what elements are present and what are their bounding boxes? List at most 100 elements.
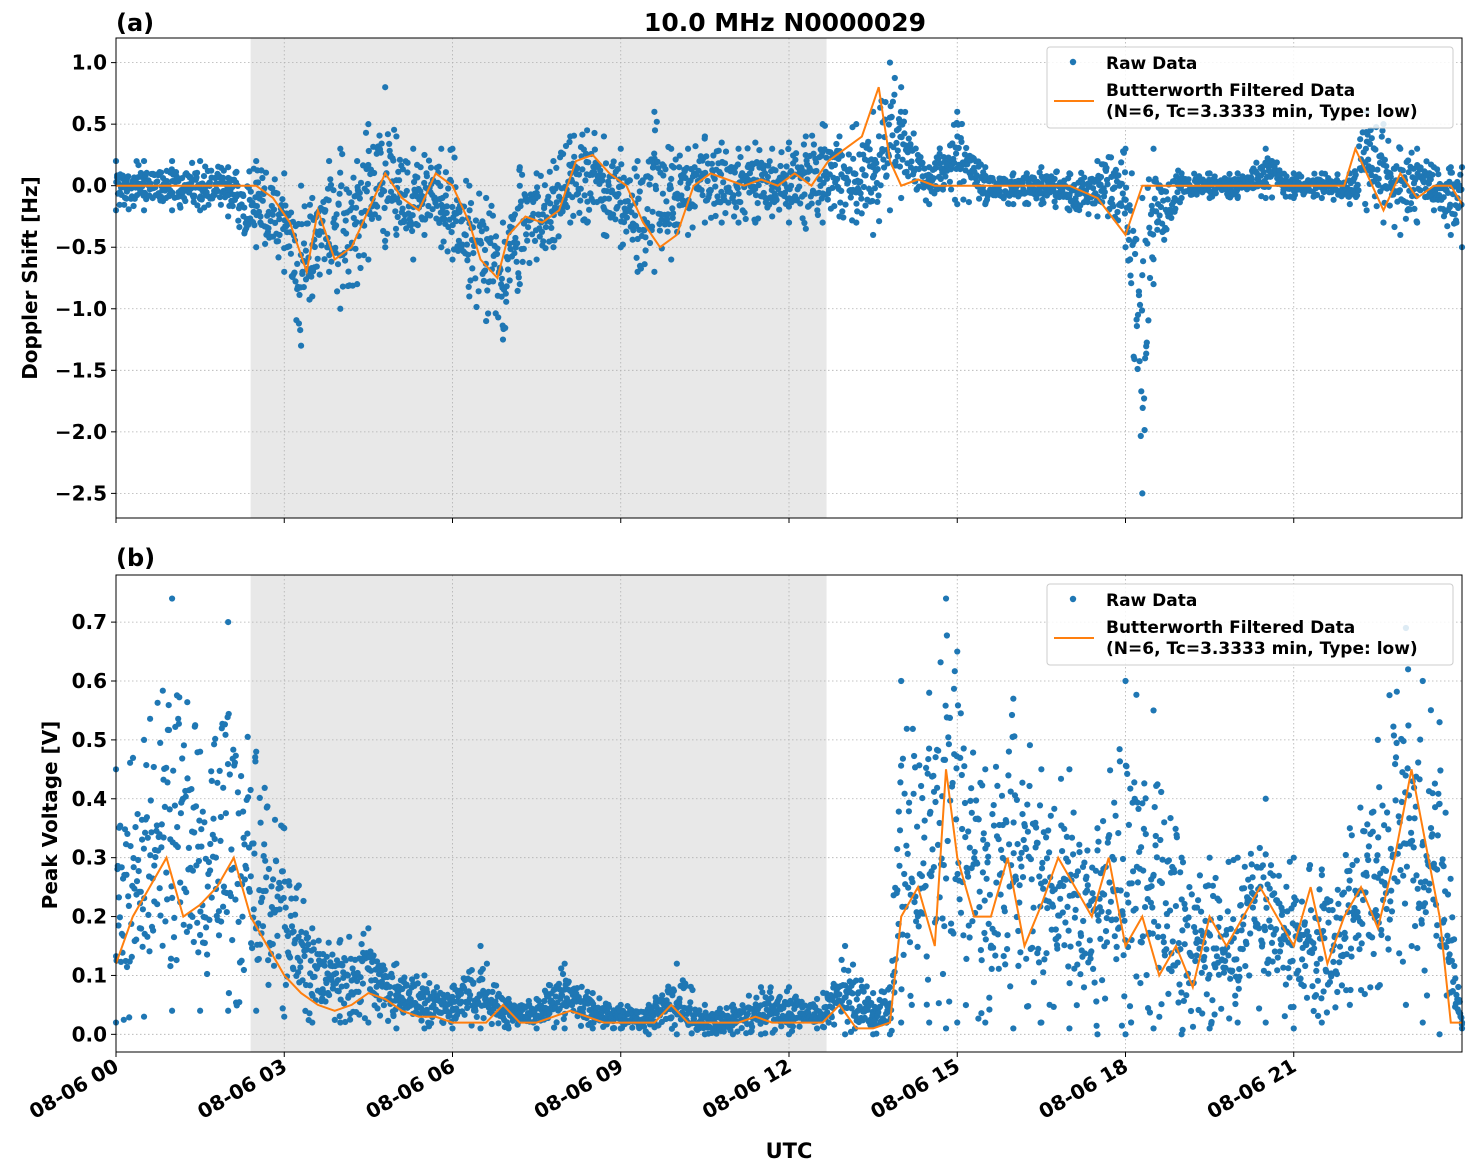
raw-data-point [247,786,254,794]
raw-data-point [359,980,366,987]
raw-data-point [1179,927,1186,934]
raw-data-point [194,169,201,176]
raw-data-point [754,200,761,207]
raw-data-point [911,899,918,906]
raw-data-point [208,167,215,174]
raw-data-point [297,342,305,349]
raw-data-point [498,275,505,282]
raw-data-point [259,894,266,902]
raw-data-point [1185,176,1192,183]
raw-data-point [1397,231,1404,239]
raw-data-point [819,219,826,226]
raw-data-point [300,284,307,291]
raw-data-point [124,830,131,838]
raw-data-point [240,966,247,974]
raw-data-point [945,734,952,741]
raw-data-point [304,220,311,227]
raw-data-point [1138,844,1145,851]
raw-data-point [666,221,673,228]
raw-data-point [1071,914,1078,921]
raw-data-point [125,173,132,180]
raw-data-point [337,145,344,152]
raw-data-point [961,151,969,158]
raw-data-point [158,844,165,851]
raw-data-point [1111,184,1118,191]
raw-data-point [888,113,895,120]
raw-data-point [327,176,334,183]
raw-data-point [281,268,288,275]
raw-data-point [926,201,933,208]
raw-data-point [339,151,346,158]
raw-data-point [915,166,923,173]
raw-data-point [365,147,372,155]
raw-data-point [1229,967,1236,974]
raw-data-point [1160,933,1167,940]
raw-data-point [358,941,365,948]
raw-data-point [1059,848,1066,855]
raw-data-point [636,188,643,195]
raw-data-point [1123,184,1130,191]
raw-data-point [476,190,483,197]
raw-data-point [1203,946,1210,953]
raw-data-point [1378,133,1385,140]
raw-data-point [1451,211,1458,218]
raw-data-point [215,932,223,939]
raw-data-point [831,203,838,210]
raw-data-point [1181,941,1188,948]
raw-data-point [982,936,989,943]
raw-data-point [871,185,879,192]
raw-data-point [311,973,318,980]
raw-data-point [484,287,491,294]
raw-data-point [326,992,333,999]
raw-data-point [353,219,360,226]
raw-data-point [800,141,808,148]
raw-data-point [241,876,248,883]
raw-data-point [889,98,897,105]
raw-data-point [769,145,776,152]
raw-data-point [1212,190,1219,197]
raw-data-point [387,990,394,997]
raw-data-point [1000,953,1007,960]
raw-data-point [1112,166,1119,173]
raw-data-point [1057,895,1064,902]
raw-data-point [1128,280,1135,287]
raw-data-point [1142,355,1149,362]
raw-data-point [190,938,197,946]
raw-data-point [924,976,932,983]
raw-data-point [1120,952,1127,959]
raw-data-point [197,931,204,939]
raw-data-point [132,824,139,831]
raw-data-point [974,860,981,867]
raw-data-point [1066,207,1073,214]
raw-data-point [1016,882,1023,889]
raw-data-point [145,911,152,919]
raw-data-point [334,261,342,268]
raw-data-point [978,1010,985,1017]
raw-data-point [347,1016,354,1023]
raw-data-point [1094,847,1101,854]
raw-data-point [169,189,176,196]
raw-data-point [1064,903,1071,911]
raw-data-point [480,277,487,284]
raw-data-point [976,904,983,911]
raw-data-point [600,231,608,239]
raw-data-point [392,208,399,215]
raw-data-point [466,182,473,189]
raw-data-point [1128,880,1135,887]
raw-data-point [1070,809,1077,816]
raw-data-point [1211,1011,1218,1018]
raw-data-point [923,953,930,960]
raw-data-point [356,189,363,197]
raw-data-point [678,192,685,199]
raw-data-point [205,859,212,866]
raw-data-point [1156,212,1163,219]
raw-data-point [1405,157,1412,164]
raw-data-point [354,281,361,288]
raw-data-point [1430,164,1438,171]
raw-data-point [986,1006,993,1013]
raw-data-point [309,293,316,300]
raw-data-point [277,884,284,891]
raw-data-point [1107,898,1114,905]
raw-data-point [896,827,904,834]
raw-data-point [121,201,128,208]
